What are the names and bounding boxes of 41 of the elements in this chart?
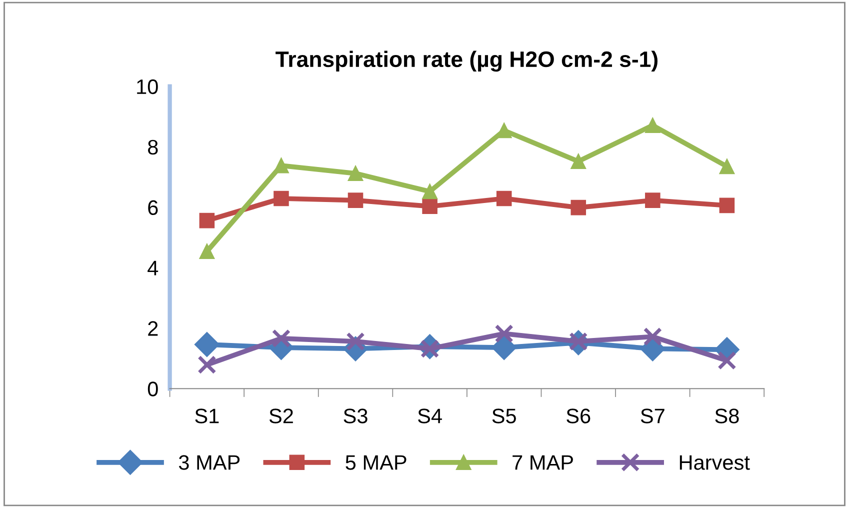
point xyxy=(274,158,289,174)
y-tick-label: 8 xyxy=(148,140,158,155)
point xyxy=(199,244,215,260)
point xyxy=(719,158,735,174)
y-tick-label: 6 xyxy=(148,200,158,216)
x-tick-label: S5 xyxy=(492,408,516,424)
point xyxy=(199,212,215,228)
point xyxy=(348,192,364,208)
y-tick-label: 0 xyxy=(148,382,158,396)
point xyxy=(645,118,660,133)
x-tick-label: S2 xyxy=(269,408,293,424)
point xyxy=(194,332,220,357)
x-tick-label: S3 xyxy=(344,408,368,424)
legend-label: 5 MAP xyxy=(346,455,406,470)
y-tick-label: 2 xyxy=(148,321,158,336)
point xyxy=(198,355,216,374)
y-tick-label: 4 xyxy=(148,260,158,276)
x-tick-label: S1 xyxy=(195,408,219,424)
point xyxy=(496,122,512,138)
x-tick-label: S4 xyxy=(418,408,442,424)
point xyxy=(718,351,736,370)
x-tick-label: S7 xyxy=(640,408,664,424)
point xyxy=(570,154,586,169)
point xyxy=(719,198,735,214)
point xyxy=(348,166,364,182)
chart-title: Transpiration rate (µg H2O cm-2 s-1) xyxy=(276,50,658,72)
point xyxy=(494,324,514,343)
legend-label: Harvest xyxy=(680,455,750,470)
point xyxy=(274,190,289,206)
x-tick-label: S8 xyxy=(715,408,739,424)
point xyxy=(422,184,438,200)
legend-label: 3 MAP xyxy=(178,455,240,470)
point xyxy=(496,190,512,206)
y-tick-label: 10 xyxy=(137,79,158,94)
point xyxy=(492,335,517,360)
point xyxy=(422,198,438,214)
x-tick-label: S6 xyxy=(566,408,590,424)
point xyxy=(643,327,662,346)
point xyxy=(645,192,660,208)
legend-label: 7 MAP xyxy=(512,455,573,470)
point xyxy=(570,200,586,216)
